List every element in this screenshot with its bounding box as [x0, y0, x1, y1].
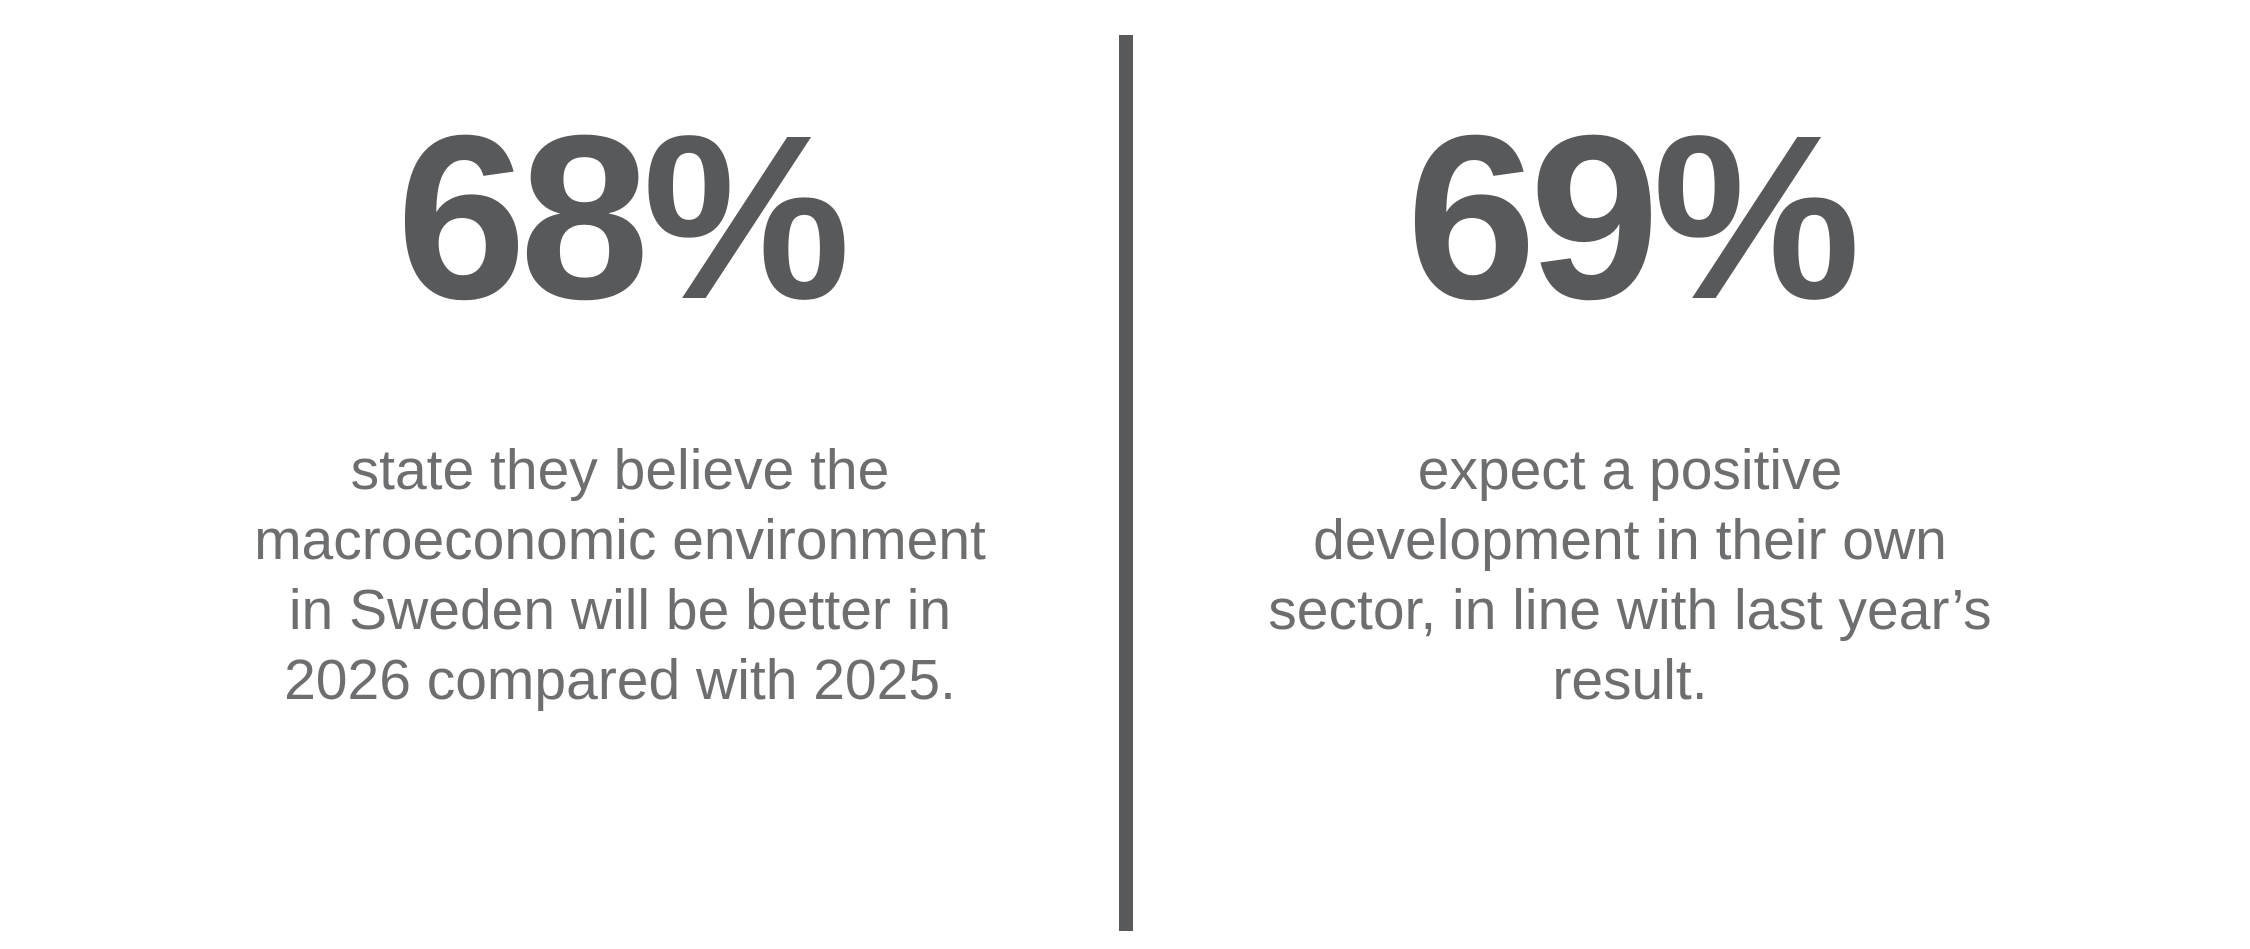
stat-description-left: state they believe the macroeconomic env…	[115, 435, 1125, 715]
stat-description-line: development in their own	[1313, 508, 1947, 572]
stat-card-left: 68% state they believe the macroeconomic…	[115, 0, 1125, 715]
stat-value-right: 69%	[1406, 86, 1860, 348]
stat-description-line: in Sweden will be better in	[288, 578, 952, 642]
stat-description-line: macroeconomic environment	[254, 508, 986, 572]
stat-description-line: result.	[1552, 648, 1708, 712]
stat-description-line: 2026 compared with 2025.	[284, 648, 956, 712]
stat-description-right: expect a positive development in their o…	[1125, 435, 2135, 715]
stat-description-line: state they believe the	[350, 438, 890, 502]
stat-description-line: expect a positive	[1417, 438, 1843, 502]
stat-value-left: 68%	[396, 86, 850, 348]
vertical-divider	[1119, 35, 1133, 931]
stat-card-right: 69% expect a positive development in the…	[1125, 0, 2135, 715]
stat-description-line: sector, in line with last year’s	[1268, 578, 1992, 642]
